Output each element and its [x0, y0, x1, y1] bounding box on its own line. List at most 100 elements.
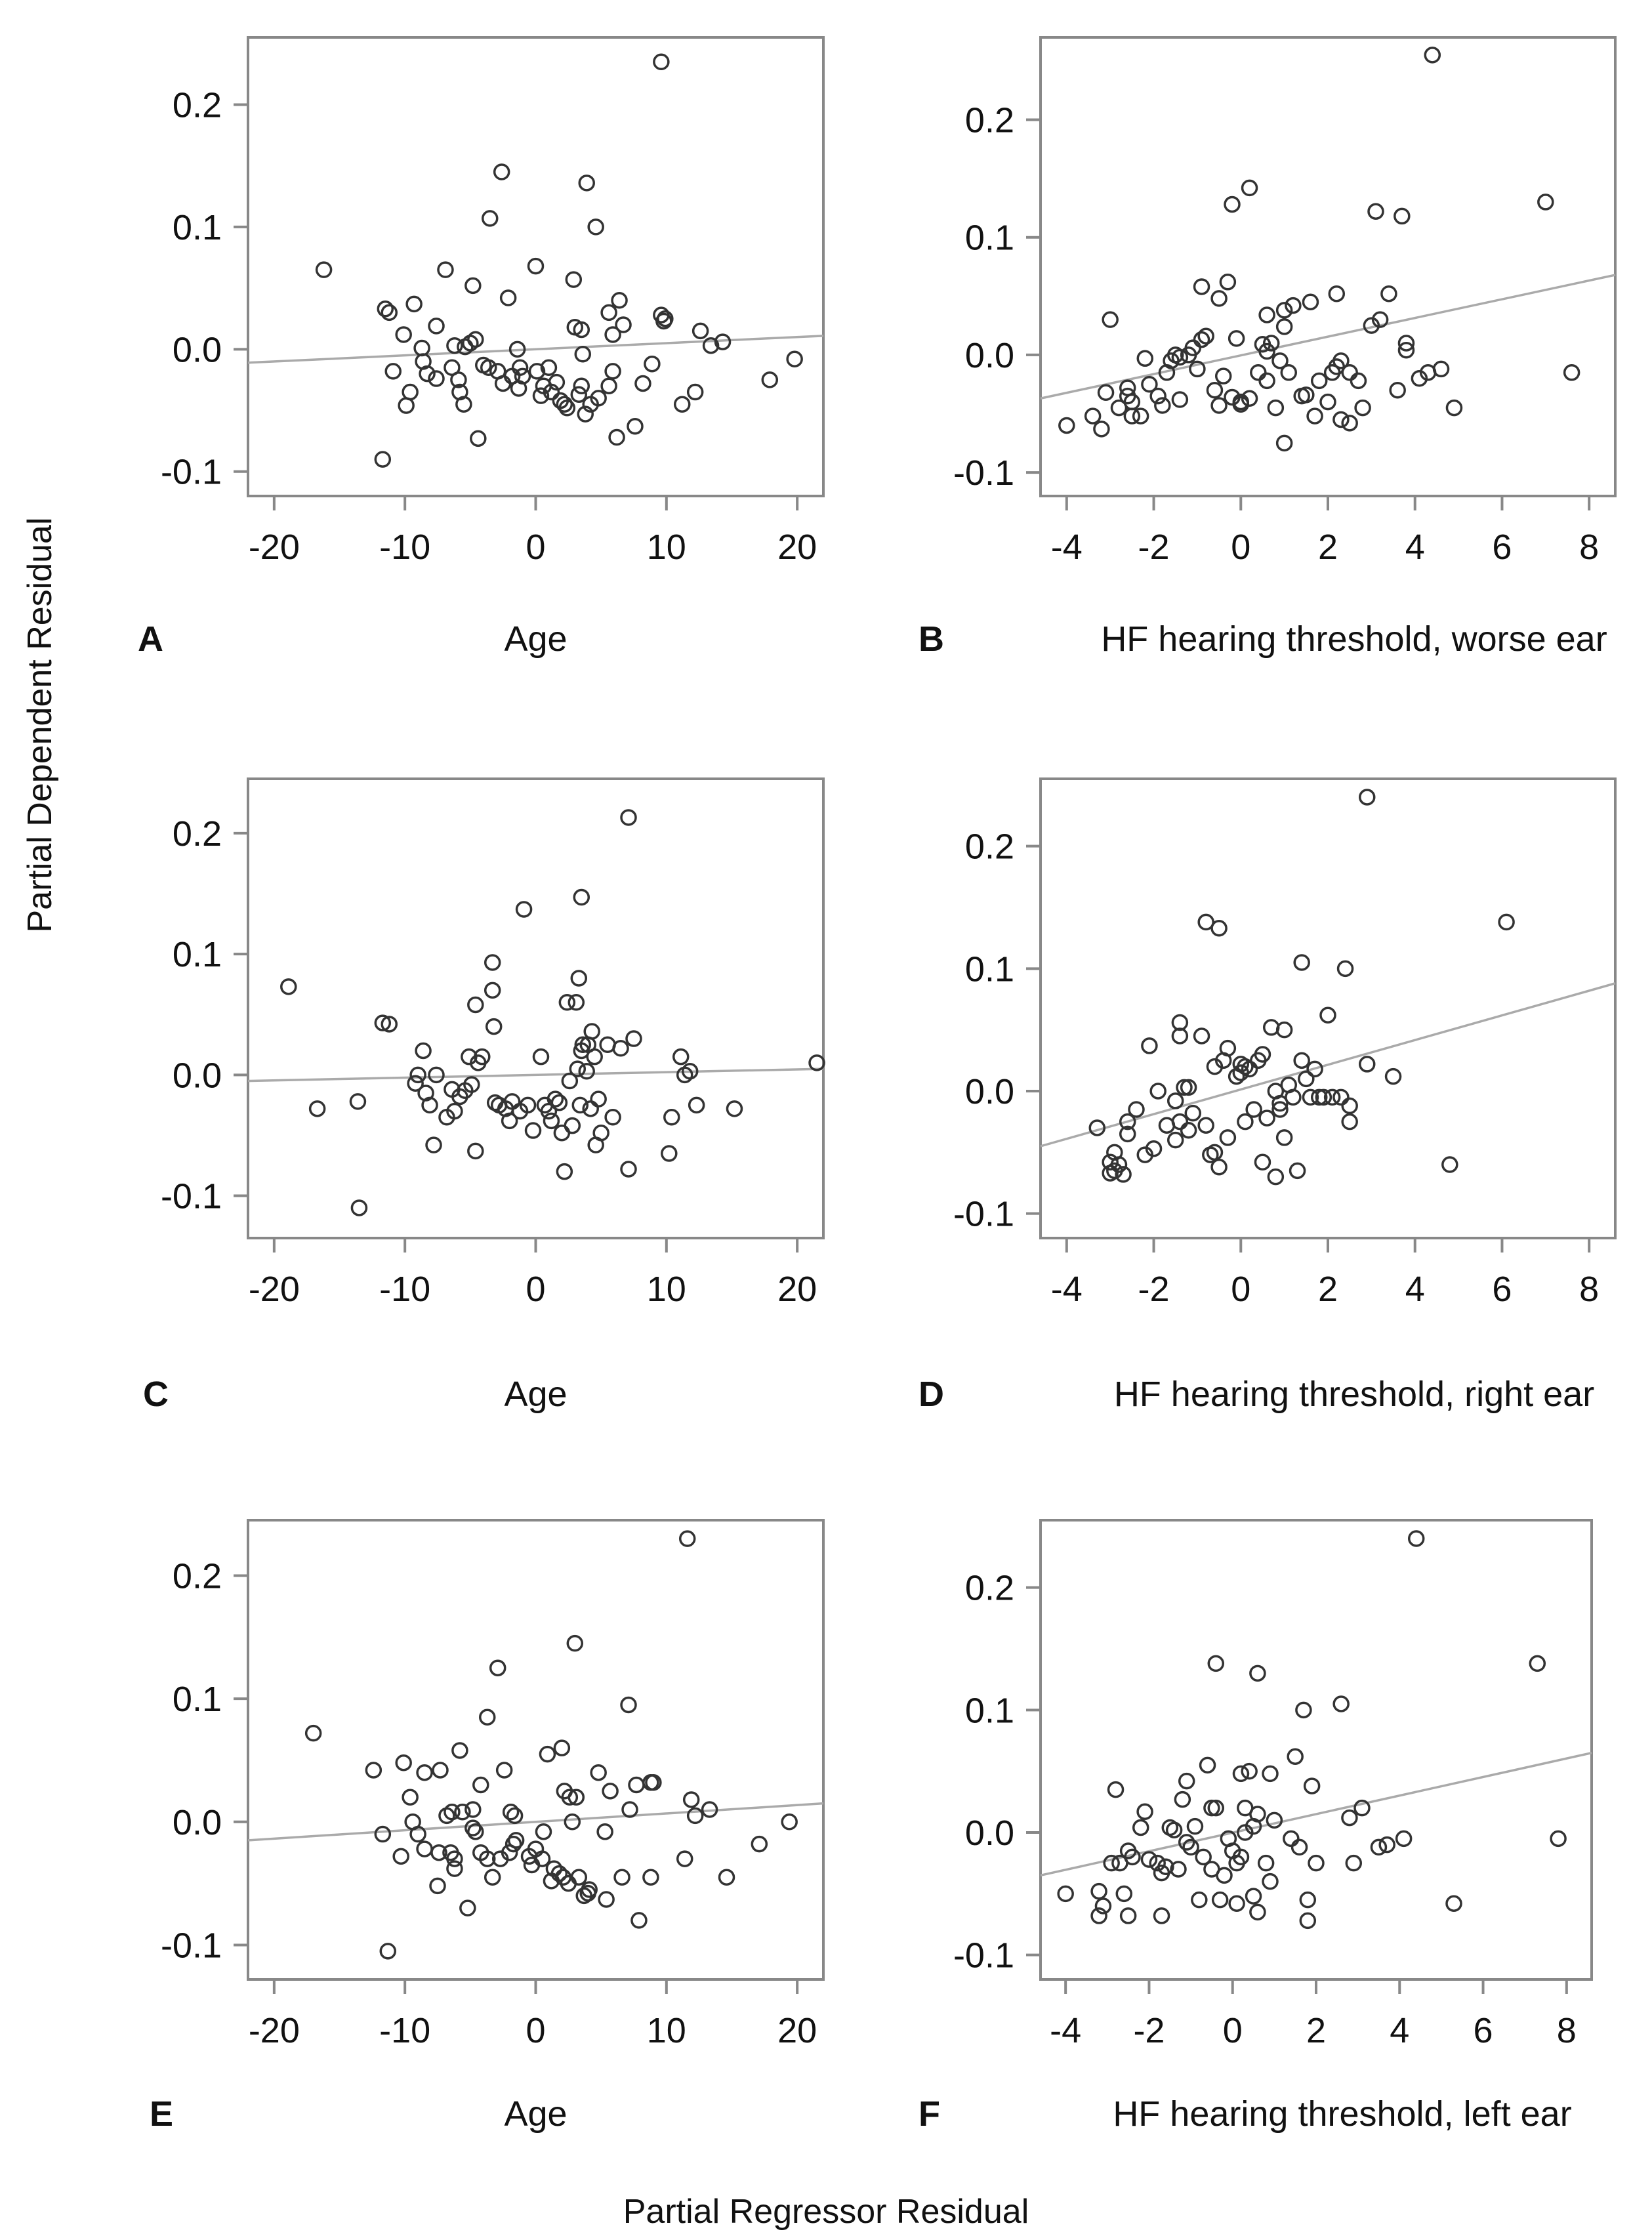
- data-point: [1207, 1655, 1225, 1672]
- data-point: [661, 1145, 678, 1162]
- data-point: [1193, 1027, 1210, 1045]
- data-point: [446, 1850, 463, 1867]
- data-point: [1424, 47, 1441, 64]
- data-point: [1262, 1765, 1279, 1783]
- data-point: [1102, 311, 1119, 328]
- data-point: [578, 1063, 595, 1080]
- x-tick-label: 0: [526, 2011, 545, 2050]
- data-point: [381, 1016, 398, 1033]
- x-tick-label: -2: [1138, 528, 1170, 567]
- data-point: [1228, 330, 1245, 347]
- data-point: [374, 451, 392, 468]
- panel-f: -0.1 0.0 0.1 0.2 -4 -2 0 2 4 6 8 F HF hearing thresh…: [919, 1519, 1593, 2134]
- data-point: [532, 1048, 550, 1066]
- fit-line: [247, 335, 824, 364]
- data-point: [484, 1869, 501, 1886]
- data-point: [539, 1745, 556, 1763]
- data-point: [1180, 1079, 1197, 1096]
- x-tick-label: 10: [647, 528, 686, 567]
- data-point: [1186, 1817, 1204, 1835]
- data-point: [1171, 1027, 1189, 1045]
- data-point: [1224, 196, 1241, 213]
- x-tick-label: -10: [379, 528, 430, 567]
- data-point: [428, 1066, 445, 1084]
- y-tick-label: -0.1: [161, 1926, 222, 1965]
- data-point: [556, 396, 573, 413]
- x-tick-label: 6: [1492, 528, 1512, 567]
- data-point: [621, 1801, 638, 1818]
- data-point: [1249, 1806, 1266, 1823]
- data-point: [1258, 372, 1275, 390]
- data-point: [1529, 1655, 1546, 1672]
- data-point: [1389, 381, 1406, 399]
- panel-letter: E: [150, 2094, 173, 2134]
- data-point: [1310, 1088, 1328, 1106]
- data-point: [645, 1773, 662, 1791]
- data-point: [553, 1739, 571, 1756]
- data-point: [590, 390, 607, 407]
- data-point: [506, 1807, 524, 1825]
- y-tick-label: 0.1: [173, 935, 222, 974]
- data-point: [1237, 1113, 1254, 1130]
- data-point: [479, 1708, 496, 1726]
- x-axis-label: Age: [504, 2094, 567, 2134]
- y-tick-label: -0.1: [161, 1177, 222, 1216]
- data-point: [1157, 1858, 1174, 1876]
- y-tick-label: 0.0: [173, 330, 222, 369]
- data-point: [1258, 342, 1275, 360]
- data-point: [455, 396, 472, 413]
- data-point: [1171, 1113, 1189, 1130]
- data-point: [1090, 1907, 1107, 1924]
- data-point: [1171, 391, 1189, 408]
- data-point: [570, 970, 588, 987]
- x-tick-label: -10: [379, 2011, 430, 2050]
- data-point: [620, 1161, 637, 1178]
- data-point: [1271, 352, 1289, 369]
- data-point: [1195, 1848, 1212, 1866]
- x-tick-label: 20: [777, 528, 817, 567]
- data-point: [1254, 1153, 1271, 1171]
- data-point: [1563, 364, 1580, 381]
- x-tick-label: 0: [1231, 1270, 1250, 1309]
- x-tick-label: 0: [1223, 2011, 1243, 2050]
- data-point: [692, 322, 709, 340]
- data-point: [673, 396, 691, 413]
- data-point: [1319, 393, 1336, 411]
- x-tick-label: -4: [1050, 2011, 1081, 2050]
- data-point: [1197, 1117, 1214, 1134]
- data-point: [1197, 913, 1214, 931]
- data-point: [1136, 1803, 1153, 1821]
- data-point: [1298, 1070, 1315, 1088]
- data-point: [495, 1762, 513, 1779]
- data-point: [484, 982, 501, 999]
- y-tick-label: 0.0: [965, 336, 1014, 375]
- data-point: [1193, 331, 1210, 348]
- data-point: [570, 386, 588, 404]
- panels: -0.1 0.0 0.1 0.2 -2 0 -10 0 10 20 A Age -0.10.00.10.…: [138, 36, 1617, 2134]
- data-point: [1250, 364, 1267, 381]
- y-tick-label: -0.1: [953, 1195, 1014, 1234]
- data-point: [1371, 311, 1389, 328]
- data-point: [1199, 1756, 1216, 1774]
- data-point: [392, 1848, 409, 1865]
- data-point: [463, 1076, 480, 1093]
- data-point: [1241, 179, 1258, 197]
- x-tick-label: 8: [1579, 1270, 1599, 1309]
- panel-letter: A: [138, 619, 163, 659]
- data-point: [413, 339, 430, 357]
- data-point: [1184, 339, 1202, 356]
- x-tick-label: 0: [1231, 528, 1250, 567]
- panel-letter: F: [919, 2094, 940, 2134]
- data-point: [1123, 407, 1141, 424]
- data-point: [1145, 1140, 1163, 1157]
- data-point: [1141, 375, 1158, 393]
- data-point: [1445, 399, 1463, 417]
- x-axis-label: HF hearing threshold, left ear: [1113, 2094, 1571, 2134]
- data-point: [573, 321, 590, 339]
- data-point: [570, 1869, 588, 1886]
- data-point: [409, 1825, 426, 1843]
- data-point: [1341, 415, 1358, 432]
- data-point: [628, 1776, 645, 1794]
- y-tick-label: 0.2: [173, 814, 222, 854]
- data-point: [568, 994, 585, 1011]
